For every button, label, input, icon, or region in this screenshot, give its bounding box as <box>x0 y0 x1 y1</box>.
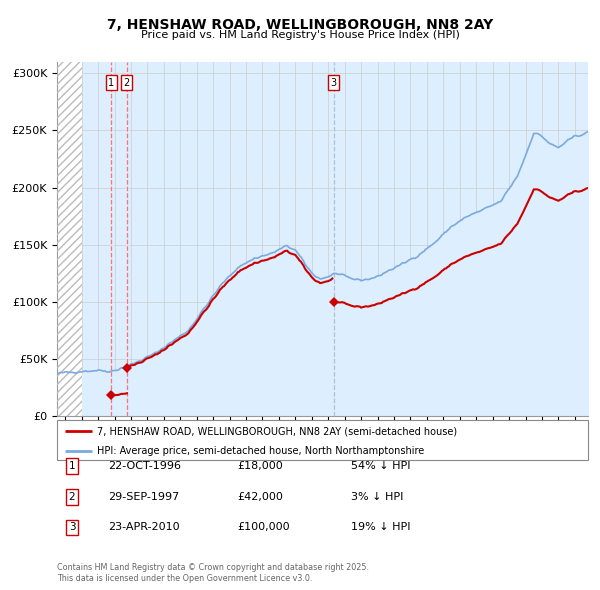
Text: 2: 2 <box>124 78 130 88</box>
Text: 22-OCT-1996: 22-OCT-1996 <box>108 461 181 471</box>
Text: 19% ↓ HPI: 19% ↓ HPI <box>351 523 410 532</box>
Text: HPI: Average price, semi-detached house, North Northamptonshire: HPI: Average price, semi-detached house,… <box>97 445 424 455</box>
FancyBboxPatch shape <box>57 420 588 460</box>
Text: This data is licensed under the Open Government Licence v3.0.: This data is licensed under the Open Gov… <box>57 574 313 583</box>
Text: 54% ↓ HPI: 54% ↓ HPI <box>351 461 410 471</box>
Bar <box>126 62 128 416</box>
Text: 1: 1 <box>109 78 115 88</box>
Bar <box>57 62 82 416</box>
Text: 29-SEP-1997: 29-SEP-1997 <box>108 492 179 502</box>
Text: £100,000: £100,000 <box>237 523 290 532</box>
Text: 3: 3 <box>68 523 76 532</box>
Bar <box>111 62 112 416</box>
Text: Contains HM Land Registry data © Crown copyright and database right 2025.: Contains HM Land Registry data © Crown c… <box>57 563 369 572</box>
Text: £18,000: £18,000 <box>237 461 283 471</box>
Text: 2: 2 <box>68 492 76 502</box>
Bar <box>333 62 334 416</box>
Text: 3: 3 <box>331 78 337 88</box>
Text: 7, HENSHAW ROAD, WELLINGBOROUGH, NN8 2AY: 7, HENSHAW ROAD, WELLINGBOROUGH, NN8 2AY <box>107 18 493 32</box>
Bar <box>57 62 82 416</box>
Text: 7, HENSHAW ROAD, WELLINGBOROUGH, NN8 2AY (semi-detached house): 7, HENSHAW ROAD, WELLINGBOROUGH, NN8 2AY… <box>97 427 457 437</box>
Text: 1: 1 <box>68 461 76 471</box>
Text: £42,000: £42,000 <box>237 492 283 502</box>
Text: 23-APR-2010: 23-APR-2010 <box>108 523 179 532</box>
Text: 3% ↓ HPI: 3% ↓ HPI <box>351 492 403 502</box>
Text: Price paid vs. HM Land Registry's House Price Index (HPI): Price paid vs. HM Land Registry's House … <box>140 30 460 40</box>
